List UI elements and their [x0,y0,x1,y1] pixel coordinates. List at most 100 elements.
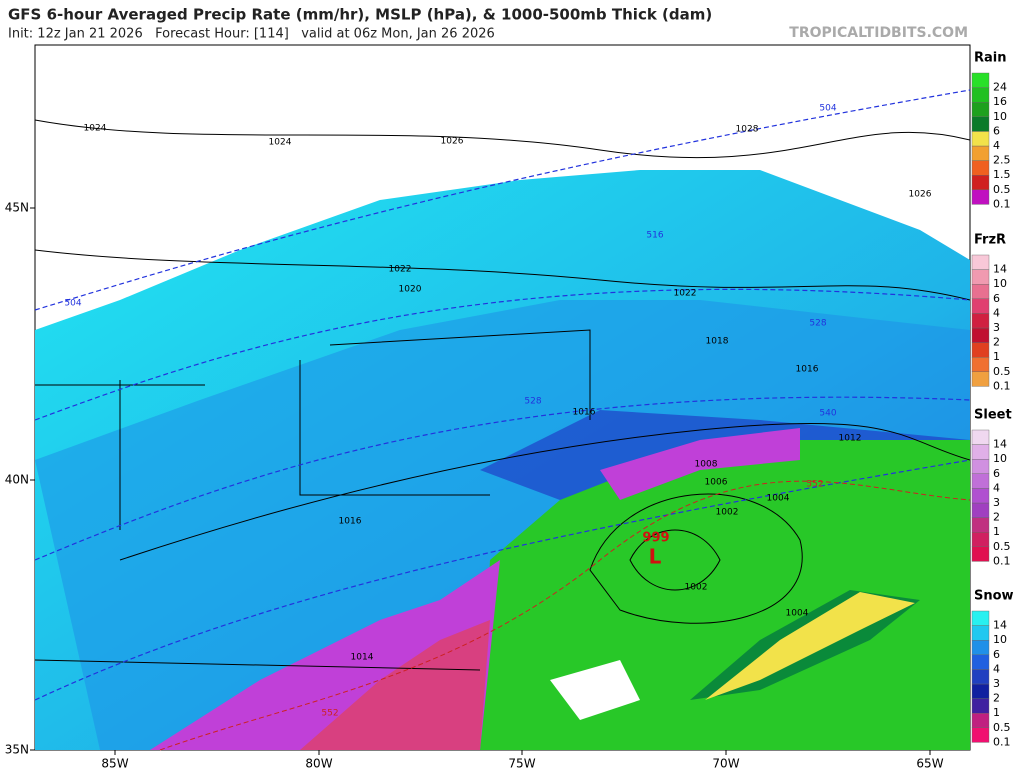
legend-label: 24 [993,81,1007,94]
legend-swatch [971,502,990,518]
legend-swatch [971,727,990,743]
legend-label: 10 [993,452,1007,465]
legend-label: 1 [993,525,1000,538]
legend-swatch [971,654,990,670]
title: GFS 6-hour Averaged Precip Rate (mm/hr),… [8,6,712,24]
legend-swatch [971,160,990,176]
legend-swatch [971,284,990,300]
legend-swatch [971,254,990,270]
legend-swatch [971,174,990,190]
legend-title: Snow [974,589,1014,604]
legend-swatch [971,640,990,656]
legend-swatch [971,145,990,161]
legend-swatch [971,698,990,714]
lat-label: 40N [5,473,29,487]
contour-label: 1004 [767,494,790,504]
contour-label: 552 [321,709,338,719]
contour-label: 1026 [909,190,932,200]
legend-label: 16 [993,95,1007,108]
contour-label: 1016 [339,517,362,527]
contour-label: 1006 [705,478,728,488]
contour-label: 1024 [269,138,292,148]
contour-label: 528 [809,319,826,329]
lon-label: 80W [305,757,332,771]
legend-swatch [971,189,990,205]
legend-label: 0.5 [993,540,1011,553]
legend-swatch [971,625,990,641]
legend-swatch [971,131,990,147]
lon-label: 70W [712,757,739,771]
legend-label: 0.5 [993,365,1011,378]
contour-label: 1018 [706,337,729,347]
legend-swatch [971,298,990,314]
legend-label: 10 [993,633,1007,646]
legend-label: 3 [993,496,1000,509]
map [34,44,971,751]
lat-label: 35N [5,743,29,757]
legend-swatch [971,87,990,103]
legend-swatch [971,683,990,699]
legend-swatch [971,517,990,533]
legend-label: 6 [993,292,1000,305]
contour-label: 1016 [796,365,819,375]
contour-label: 528 [524,397,541,407]
legend-label: 2 [993,511,1000,524]
legend-swatch [971,327,990,343]
legend-label: 0.1 [993,197,1011,210]
contour-label: 1028 [736,125,759,135]
contour-label: 504 [819,104,836,114]
contour-label: 1020 [399,285,422,295]
contour-label: 1024 [84,124,107,134]
contour-label: 1026 [441,137,464,147]
contour-label: 516 [646,231,663,241]
legend-label: 0.1 [993,554,1011,567]
legend-label: 3 [993,321,1000,334]
legend-label: 10 [993,277,1007,290]
lon-label: 85W [101,757,128,771]
dry-area [550,660,640,720]
legend-swatch [971,342,990,358]
legend-swatch [971,72,990,88]
legend-label: 1 [993,706,1000,719]
legend-title: FrzR [974,233,1006,248]
contour-label: 1022 [674,289,697,299]
legend-label: 6 [993,648,1000,661]
legend-label: 0.1 [993,735,1011,748]
legend-label: 3 [993,677,1000,690]
legend-swatch [971,269,990,285]
sleet-area [600,428,800,500]
legend-swatch [971,488,990,504]
legend-swatch [971,713,990,729]
legend-label: 4 [993,481,1000,494]
legend-swatch [971,357,990,373]
contour-label: 1012 [839,434,862,444]
contour-label: L [649,545,662,569]
contour-label: 1016 [573,408,596,418]
contour-label: 999 [642,531,669,546]
contour-label: 540 [819,409,836,419]
legend-label: 1 [993,350,1000,363]
legend-label: 2 [993,336,1000,349]
legend-label: 6 [993,467,1000,480]
legend-label: 4 [993,306,1000,319]
subtitle: Init: 12z Jan 21 2026 Forecast Hour: [11… [8,27,495,42]
lon-label: 75W [508,757,535,771]
legend-title: Sleet [974,408,1012,423]
legend-swatch [971,669,990,685]
legend-swatch [971,444,990,460]
contour-label: 1008 [695,460,718,470]
legend-label: 14 [993,263,1007,276]
watermark: TROPICALTIDBITS.COM [789,25,968,41]
contour-label: 1022 [389,265,412,275]
legend-swatch [971,429,990,445]
legend-swatch [971,101,990,117]
contour-label: 552 [806,480,823,490]
legend-swatch [971,371,990,387]
legend-label: 2.5 [993,154,1011,167]
rain-area [705,592,915,700]
legend-title: Rain [974,51,1007,66]
legend-label: 10 [993,110,1007,123]
legend-label: 4 [993,139,1000,152]
contour-label: 1002 [685,583,708,593]
